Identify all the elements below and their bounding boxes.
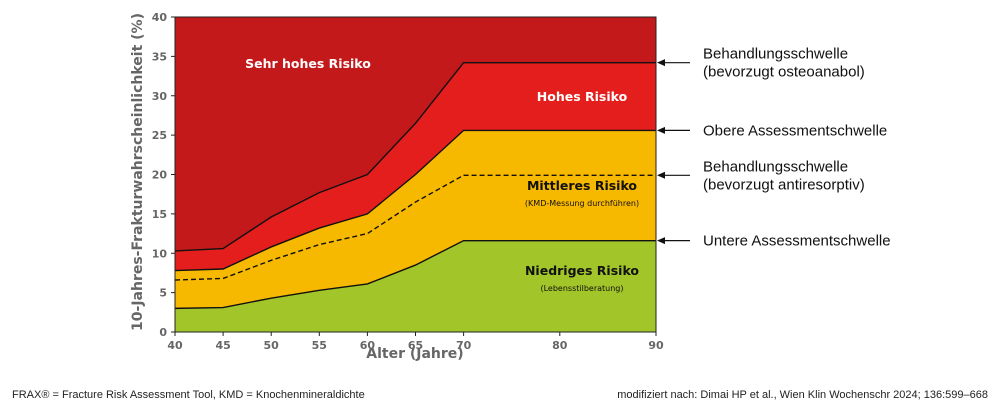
threshold-annotation-text: (bevorzugt osteoanabol) [703,64,865,81]
zone-label-sehr_hoch: Sehr hohes Risiko [245,56,371,71]
zone-note-niedrig: (Lebensstilberatung) [540,284,623,293]
footnote-abbreviations: FRAX® = Fracture Risk Assessment Tool, K… [12,389,365,401]
zone-label-niedrig: Niedriges Risiko [525,263,639,278]
x-tick-label: 60 [360,339,376,352]
y-tick-label: 5 [159,287,167,300]
y-tick-label: 30 [152,90,168,103]
threshold-annotations: Behandlungsschwelle(bevorzugt osteoanabo… [657,46,891,250]
threshold-line-obere [174,129,656,272]
threshold-line-antiresorptiv [174,174,656,281]
footnote-source: modifiziert nach: Dimai HP et al., Wien … [617,389,988,401]
y-tick-label: 15 [152,208,167,221]
y-tick-label: 35 [152,50,167,63]
y-tick-label: 10 [152,247,168,260]
threshold-annotation-text: Behandlungsschwelle [703,46,848,63]
x-tick-label: 55 [312,339,327,352]
arrow-head-icon [657,237,665,245]
arrow-head-icon [657,171,665,179]
axis-ticks: 40 45 50 55 60 65 70 80 90 0 5 10 15 20 25 30 35 40 [152,11,664,352]
threshold-annotation-text: Behandlungsschwelle [703,158,848,175]
x-tick-label: 45 [215,339,230,352]
y-axis-title: 10-Jahres-Frakturwahrscheinlichkeit (%) [130,13,146,331]
arrow-head-icon [657,59,665,67]
x-tick-label: 70 [456,339,472,352]
x-axis-title: Alter (Jahre) [366,346,463,362]
y-tick-label: 40 [152,11,168,24]
zone-sehr_hoch [175,17,656,251]
y-tick-label: 20 [152,169,168,182]
zone-hoch [175,62,656,271]
zone-label-mittel: Mittleres Risiko [527,178,637,193]
zone-niedrig [175,240,656,332]
fracture-risk-chart: 40 45 50 55 60 65 70 80 90 0 5 10 15 20 25 30 35 40 Niedr… [130,11,891,362]
zone-labels: Niedriges Risiko (Lebensstilberatung) Mitt… [245,56,639,293]
y-tick-label: 0 [159,326,167,339]
threshold-annotation-text: Obere Assessmentschwelle [703,122,887,139]
threshold-lines [174,61,656,310]
x-tick-label: 50 [264,339,280,352]
x-tick-label: 40 [167,339,183,352]
threshold-line-osteoanabol [174,61,656,252]
threshold-annotation-text: (bevorzugt antiresorptiv) [703,176,865,193]
zone-label-hoch: Hohes Risiko [537,89,628,104]
arrow-head-icon [657,126,665,134]
x-tick-label: 80 [552,339,568,352]
threshold-line-untere [174,239,656,310]
y-tick-label: 25 [152,129,167,142]
x-tick-label: 65 [408,339,423,352]
x-tick-label: 90 [648,339,664,352]
threshold-annotation-text: Untere Assessmentschwelle [703,233,891,250]
zone-note-mittel: (KMD-Messung durchführen) [525,199,639,208]
